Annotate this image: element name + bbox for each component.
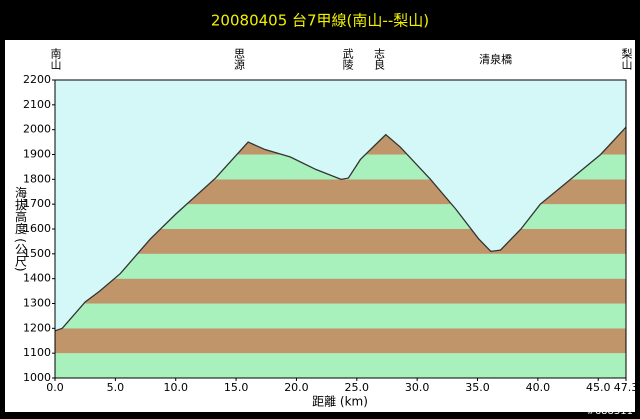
y-tick-label: 1000 [23, 371, 51, 384]
landmark-label: 清泉橋 [479, 52, 512, 66]
elevation-band [55, 253, 626, 279]
x-tick-label: 15.0 [224, 381, 249, 394]
x-tick-label: 10.0 [163, 381, 188, 394]
y-tick-label: 1700 [23, 197, 51, 210]
y-tick-label: 1300 [23, 297, 51, 310]
elevation-band [55, 353, 626, 378]
y-tick-label: 1100 [23, 346, 51, 359]
landmark-label: 武陵 [341, 48, 354, 71]
y-tick-label: 1800 [23, 172, 51, 185]
landmark-label: 南山 [49, 48, 62, 70]
y-tick-label: 1400 [23, 272, 51, 285]
x-tick-label: 20.0 [284, 381, 309, 394]
y-tick-label: 1500 [23, 247, 51, 260]
x-axis-label: 距離 (km) [312, 395, 368, 409]
y-axis-label: 海拔高度 (公尺) [14, 185, 28, 272]
landmark-label: 梨山 [620, 47, 633, 70]
x-tick-label: 45.0 [586, 381, 611, 394]
landmark-label: 思源 [232, 48, 245, 71]
y-tick-label: 2100 [23, 98, 51, 111]
elevation-band [55, 303, 626, 329]
elevation-band [55, 328, 626, 354]
x-tick-label: 35.0 [465, 381, 490, 394]
landmark-label: 志良 [373, 48, 386, 71]
y-tick-label: 1200 [23, 321, 51, 334]
x-tick-label: 30.0 [405, 381, 430, 394]
x-tick-label: 0.0 [46, 381, 64, 394]
y-tick-label: 1900 [23, 148, 51, 161]
profile-line [54, 126, 627, 332]
x-tick-label: 25.0 [345, 381, 370, 394]
watermark: #688311 [586, 406, 633, 417]
y-tick-label: 2200 [23, 73, 51, 86]
chart-title: 20080405 台7甲線(南山--梨山) [211, 12, 429, 30]
x-tick-label: 40.0 [526, 381, 551, 394]
x-tick-label: 5.0 [107, 381, 125, 394]
elevation-band [55, 278, 626, 304]
x-tick-label: 47.3 [614, 381, 639, 394]
y-tick-label: 1600 [23, 222, 51, 235]
y-tick-label: 2000 [23, 123, 51, 136]
